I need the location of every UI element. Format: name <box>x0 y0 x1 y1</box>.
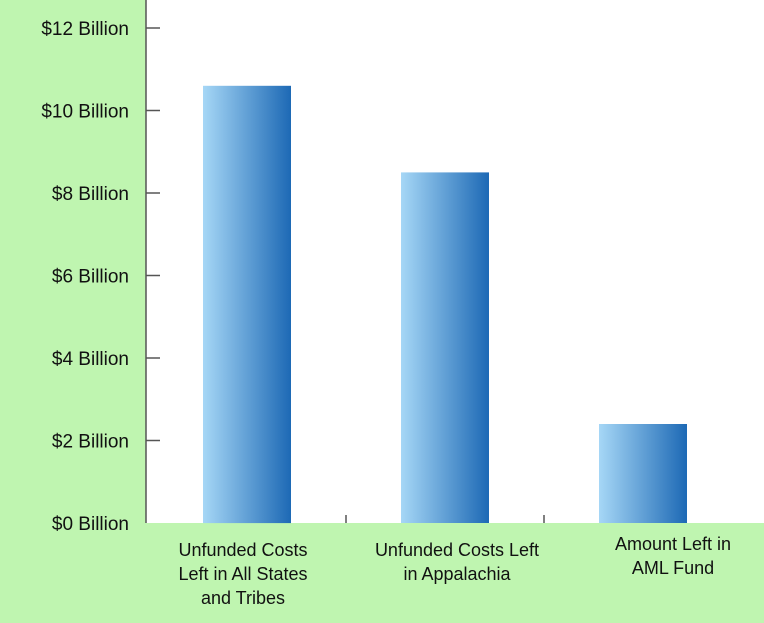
bar-2 <box>401 172 489 523</box>
x-category-label-line: in Appalachia <box>403 564 511 584</box>
y-tick-label: $2 Billion <box>52 432 129 453</box>
x-category-label-line: Left in All States <box>178 564 307 584</box>
x-category-label-line: Unfunded Costs Left <box>375 540 539 560</box>
x-category-label: Unfunded Costs Left in All States and Trib… <box>178 540 307 608</box>
x-category-label: Unfunded Costs Left in Appalachia <box>375 540 539 584</box>
x-category-label-line: AML Fund <box>632 558 714 578</box>
y-tick-label: $10 Billion <box>41 102 129 123</box>
x-category-label-line: Amount Left in <box>615 534 731 554</box>
bar-1 <box>203 85 291 524</box>
y-tick-label: $8 Billion <box>52 184 129 205</box>
x-category-label: Amount Left in AML Fund <box>615 534 731 578</box>
y-tick-label: $6 Billion <box>52 267 129 288</box>
y-tick-label: $12 Billion <box>41 19 129 40</box>
y-tick-label: $4 Billion <box>52 349 129 370</box>
y-tick-label: $0 Billion <box>52 514 129 535</box>
bar-3 <box>599 424 687 523</box>
x-category-label-line: and Tribes <box>201 588 285 608</box>
x-category-label-line: Unfunded Costs <box>178 540 307 560</box>
